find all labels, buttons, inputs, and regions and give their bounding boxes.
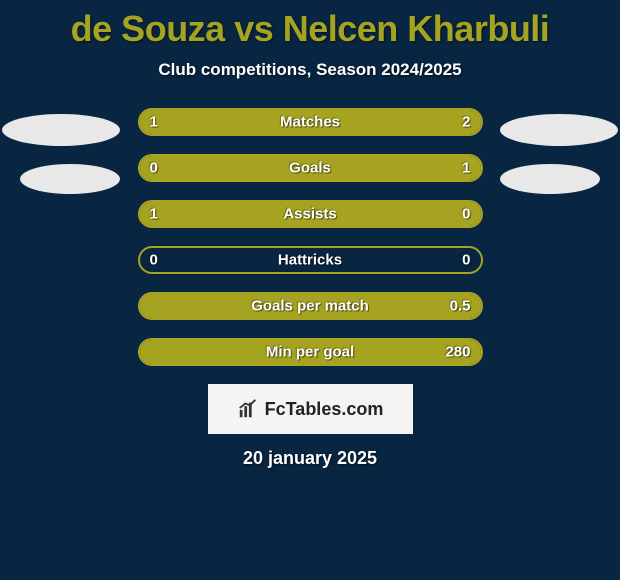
footer-brand-text: FcTables.com [265,399,384,420]
bar-fill-left [140,110,254,134]
bar-fill-right [140,294,481,318]
page-title: de Souza vs Nelcen Kharbuli [0,0,620,50]
page-subtitle: Club competitions, Season 2024/2025 [0,60,620,80]
bar-fill-right [140,340,481,364]
stat-value-left: 0 [150,252,158,269]
chart-icon [237,398,259,420]
stat-row: Min per goal280 [138,338,483,366]
player-right-avatar-2 [500,164,600,194]
comparison-chart: Matches12 Goals01 Assists10 Hattricks0 0 Goal… [0,108,620,366]
bars-container: Matches12 Goals01 Assists10 Hattricks0 0 Goal… [138,108,483,366]
bar-fill-right [253,110,480,134]
stat-row: Goals01 [138,154,483,182]
stat-label: Hattricks [140,252,481,269]
stat-row: Goals per match0.5 [138,292,483,320]
stat-row: Hattricks0 0 [138,246,483,274]
date-label: 20 january 2025 [0,448,620,469]
bar-fill-left [140,202,403,226]
stat-row: Assists10 [138,200,483,228]
footer-brand[interactable]: FcTables.com [208,384,413,434]
stat-value-right: 0 [462,252,470,269]
bar-fill-right [402,202,480,226]
stat-row: Matches12 [138,108,483,136]
bar-fill-right [208,156,481,180]
player-left-avatar-1 [2,114,120,146]
player-right-avatar-1 [500,114,618,146]
player-left-avatar-2 [20,164,120,194]
bar-fill-left [140,156,208,180]
